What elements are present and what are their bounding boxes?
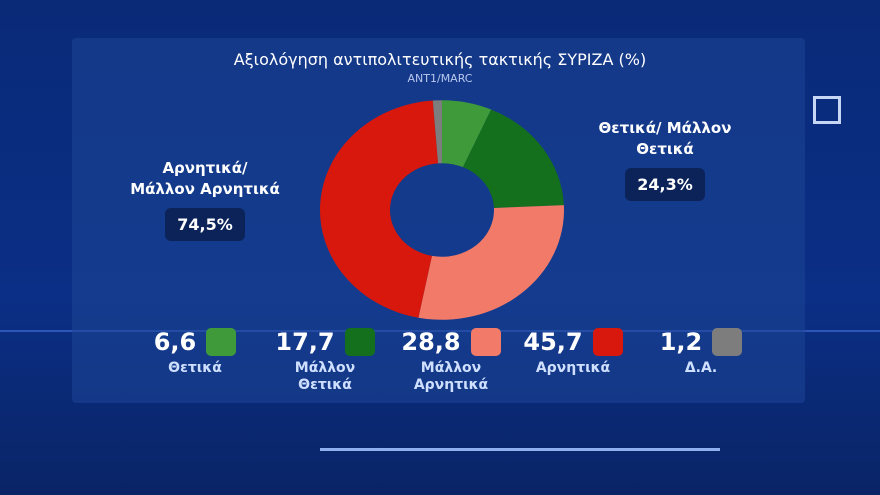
legend-label: Δ.Α.	[684, 360, 718, 376]
legend-label: Μάλλον Αρνητικά	[413, 360, 489, 393]
value-label: 6,6	[153, 328, 197, 356]
value-label: 28,8	[401, 328, 461, 356]
decor-line	[320, 448, 720, 451]
donut-slice	[462, 109, 564, 208]
donut	[320, 100, 564, 320]
legend-item: 17,7 Μάλλον Θετικά	[270, 328, 380, 394]
legend-item: 1,2 Δ.Α.	[646, 328, 756, 377]
legend-swatch	[470, 328, 501, 356]
annotation-value: 74,5%	[165, 208, 245, 241]
legend-swatch	[592, 328, 623, 356]
annotation-text: Θετικά/ Μάλλον Θετικά	[598, 119, 732, 158]
legend-item: 28,8 Μάλλον Αρνητικά	[396, 328, 506, 394]
donut-slice	[418, 205, 564, 320]
value-label: 1,2	[659, 328, 703, 356]
legend-label: Θετικά	[168, 360, 222, 376]
value-label: 45,7	[523, 328, 583, 356]
legend-item: 6,6 Θετικά	[140, 328, 250, 377]
legend-swatch	[206, 328, 237, 356]
annotation-value: 24,3%	[625, 168, 705, 201]
value-label: 17,7	[275, 328, 335, 356]
chart-subtitle: ANT1/MARC	[407, 72, 473, 85]
legend-label: Μάλλον Θετικά	[294, 360, 356, 393]
legend-label: Αρνητικά	[535, 360, 611, 376]
chart-title: Αξιολόγηση αντιπολιτευτικής τακτικής ΣΥΡ…	[233, 50, 647, 69]
donut-slice	[432, 100, 442, 164]
legend-swatch	[712, 328, 743, 356]
decor-square	[813, 96, 841, 124]
donut-slice	[442, 100, 492, 168]
annotation: Αρνητικά/ Μάλλον Αρνητικά 74,5%	[130, 158, 280, 241]
annotation: Θετικά/ Μάλλον Θετικά 24,3%	[590, 118, 740, 201]
donut-slice	[320, 100, 439, 318]
annotation-text: Αρνητικά/ Μάλλον Αρνητικά	[130, 159, 280, 198]
legend-item: 45,7 Αρνητικά	[518, 328, 628, 377]
legend-swatch	[344, 328, 375, 356]
